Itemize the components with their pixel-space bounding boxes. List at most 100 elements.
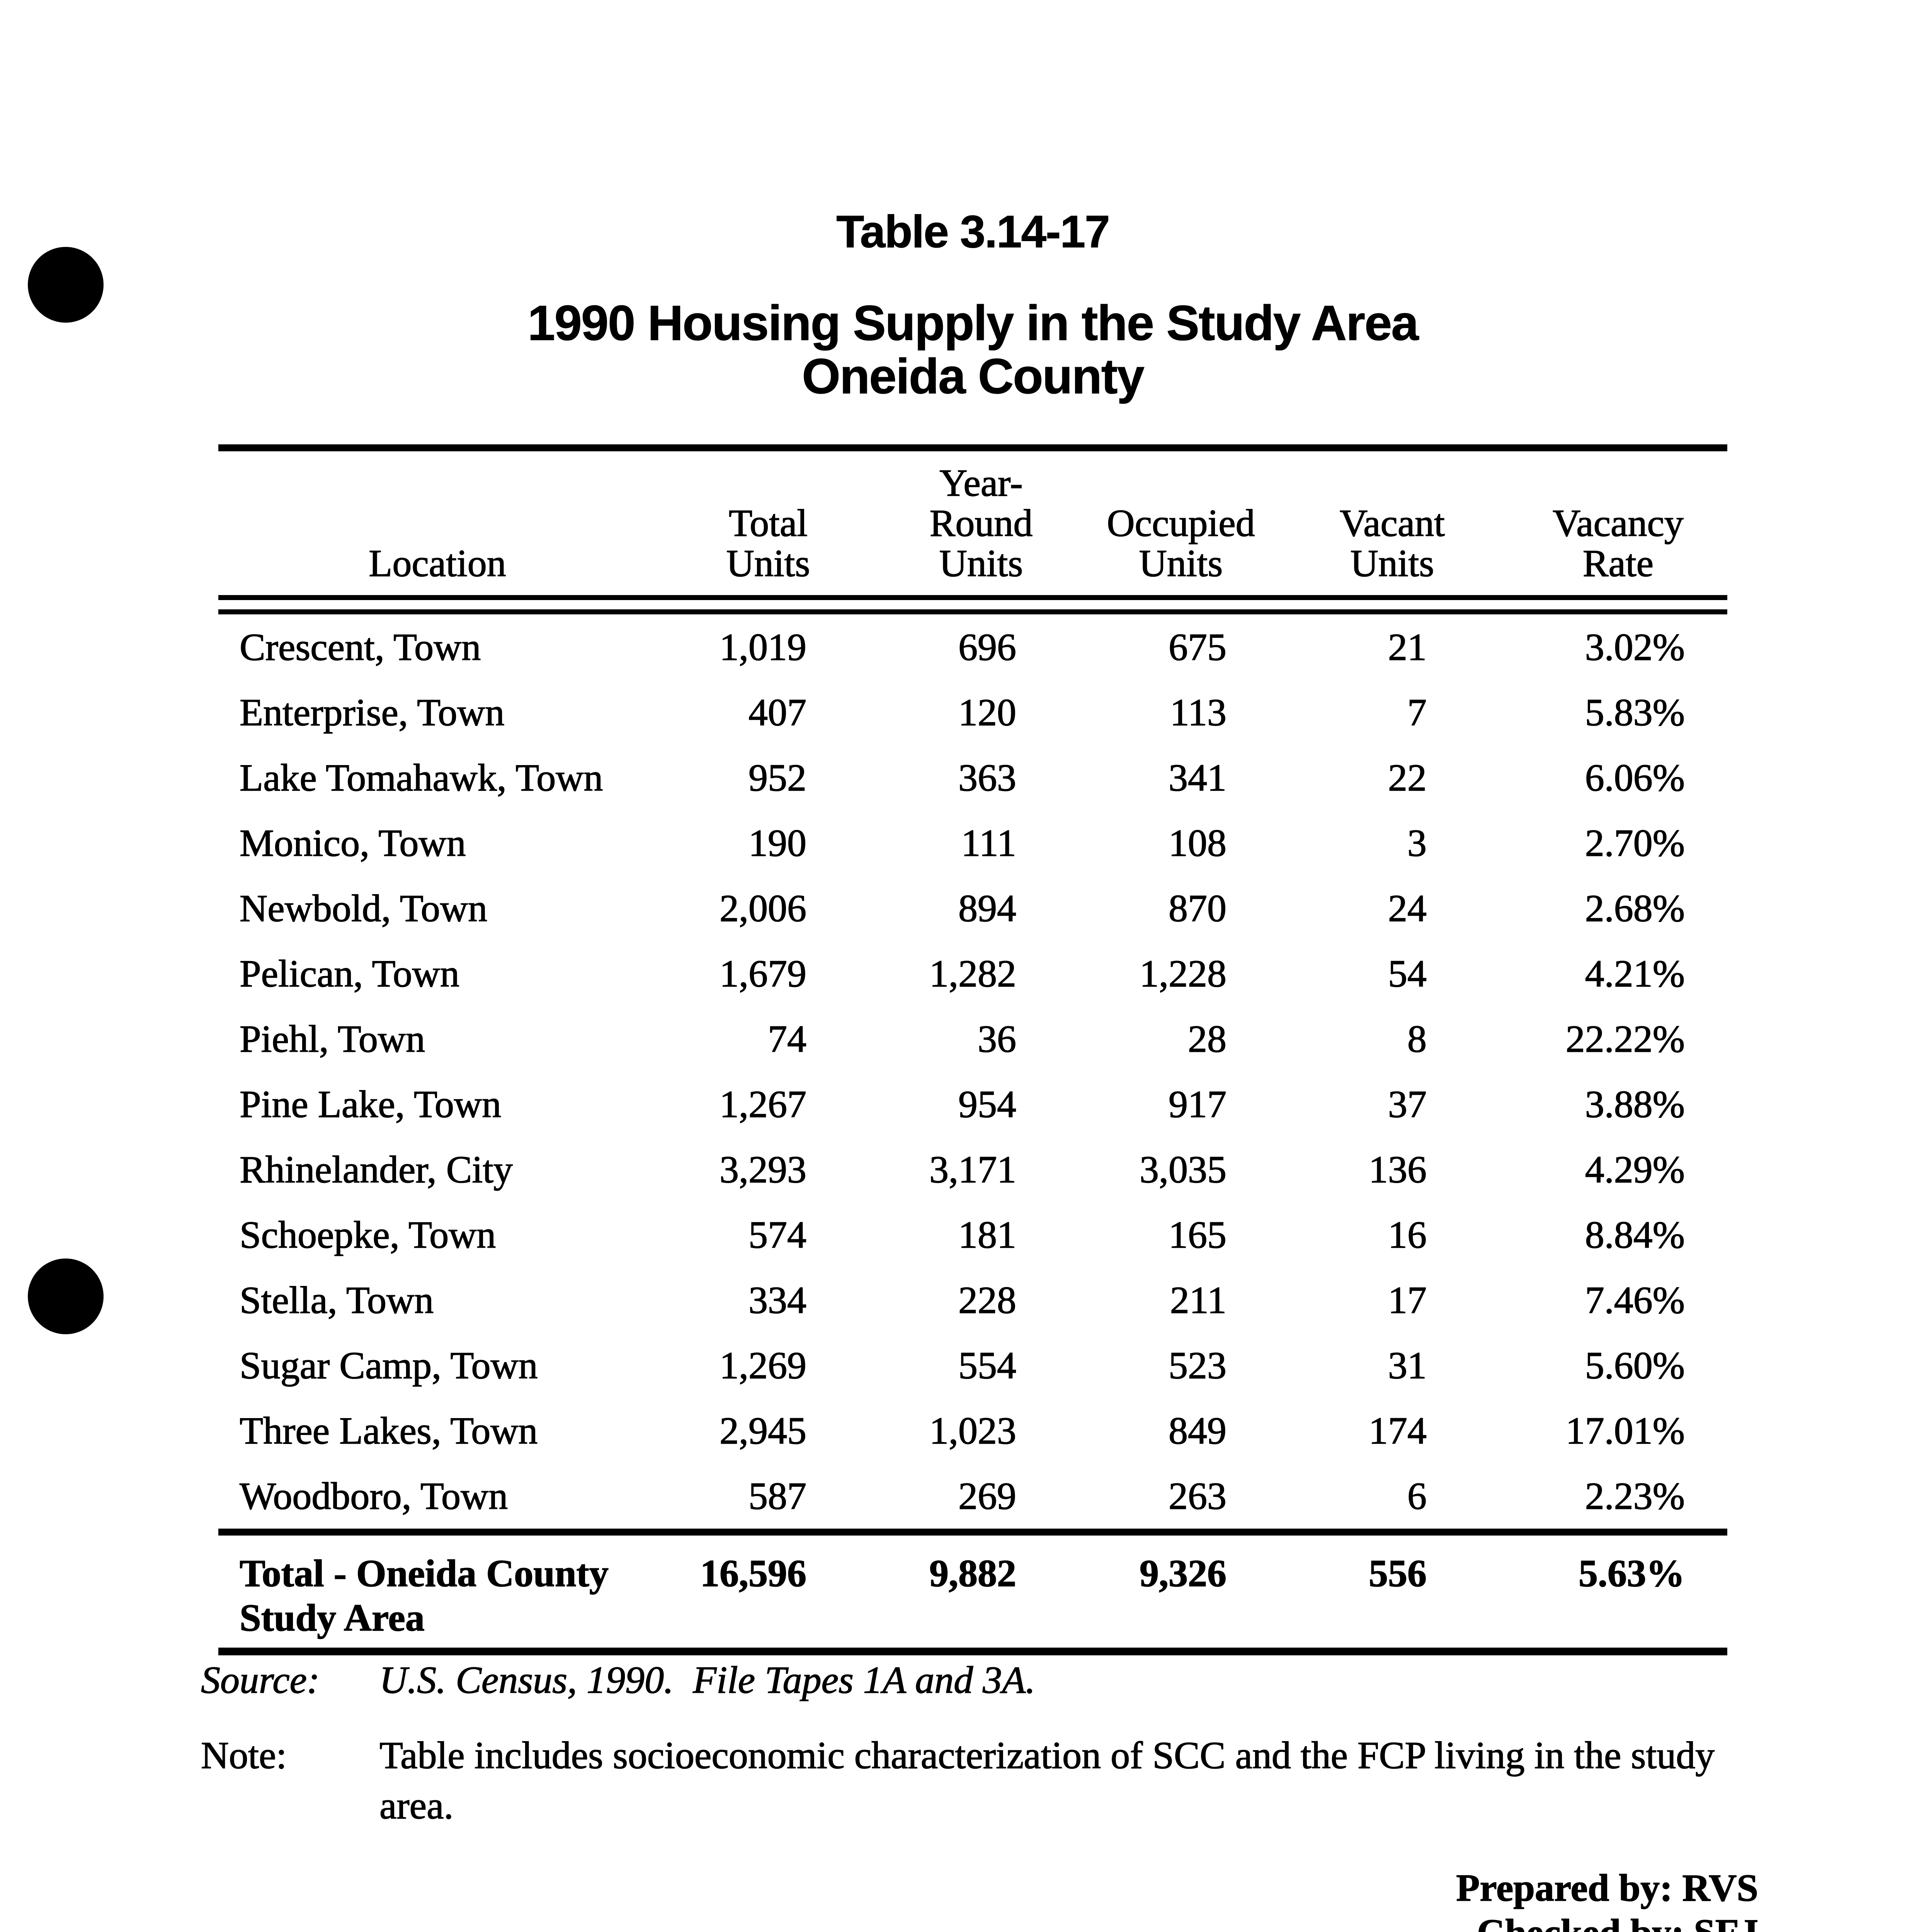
- vacancy-rate-cell: 4.29%: [1585, 1148, 1685, 1191]
- table-row: Woodboro, Town 587 269 263 6 2.23%: [218, 1463, 1727, 1529]
- year-round-units-cell: 1,282: [929, 952, 1017, 995]
- vacant-units-cell: 8: [1407, 1017, 1427, 1061]
- location-cell: Piehl, Town: [239, 1017, 425, 1061]
- table-row: Enterprise, Town 407 120 113 7 5.83%: [218, 680, 1727, 745]
- location-cell: Sugar Camp, Town: [239, 1344, 538, 1387]
- year-round-units-cell: 36: [977, 1017, 1017, 1061]
- vacancy-rate-cell: 5.60%: [1585, 1344, 1685, 1387]
- vacancy-rate-cell: 7.46%: [1585, 1278, 1685, 1322]
- vacant-units-cell: 31: [1388, 1344, 1427, 1387]
- occupied-units-column-header: Occupied Units: [1107, 502, 1255, 585]
- header-double-rule-gap: [218, 600, 1727, 609]
- year-round-units-cell: 554: [958, 1344, 1017, 1387]
- note-text: Table includes socioeconomic characteriz…: [379, 1733, 1715, 1827]
- table-title: 1990 Housing Supply in the Study Area On…: [218, 296, 1727, 404]
- total-units-cell: 587: [748, 1474, 807, 1518]
- location-cell: Pelican, Town: [239, 952, 459, 995]
- occupied-units-cell: 917: [1168, 1082, 1227, 1126]
- vacancy-rate-cell: 8.84%: [1585, 1213, 1685, 1257]
- vacancy-rate-total-cell: 5.63%: [1578, 1551, 1685, 1595]
- vacant-units-cell: 136: [1368, 1148, 1427, 1191]
- total-units-column-header: Total Units: [726, 502, 810, 585]
- year-round-units-cell: 894: [958, 886, 1017, 930]
- vacant-units-cell: 174: [1368, 1409, 1427, 1452]
- table-total-row: Total - Oneida County Study Area 16,596 …: [218, 1536, 1727, 1648]
- occupied-units-cell: 108: [1168, 821, 1227, 865]
- vacancy-rate-column-header: Vacancy Rate: [1552, 502, 1684, 585]
- occupied-units-cell: 28: [1187, 1017, 1227, 1061]
- vacant-units-column-header: Vacant Units: [1339, 502, 1445, 585]
- vacant-units-cell: 21: [1388, 625, 1427, 669]
- occupied-units-cell: 263: [1168, 1474, 1227, 1518]
- table-number-label: Table 3.14-17: [836, 206, 1111, 257]
- vacant-units-cell: 24: [1388, 886, 1427, 930]
- vacant-units-cell: 3: [1407, 821, 1427, 865]
- year-round-units-cell: 954: [958, 1082, 1017, 1126]
- location-cell: Monico, Town: [239, 821, 466, 865]
- year-round-units-cell: 228: [958, 1278, 1017, 1322]
- year-round-units-cell: 1,023: [929, 1409, 1017, 1452]
- source-line: Source: U.S. Census, 1990. File Tapes 1A…: [201, 1658, 1763, 1702]
- vacancy-rate-cell: 2.68%: [1585, 886, 1685, 930]
- vacancy-rate-cell: 5.83%: [1585, 690, 1685, 734]
- vacant-units-cell: 37: [1388, 1082, 1427, 1126]
- location-cell: Lake Tomahawk, Town: [239, 756, 603, 799]
- total-units-cell: 190: [748, 821, 807, 865]
- total-units-cell: 2,006: [719, 886, 807, 930]
- occupied-units-cell: 523: [1168, 1344, 1227, 1387]
- occupied-units-cell: 870: [1168, 886, 1227, 930]
- total-units-cell: 574: [748, 1213, 807, 1257]
- vacant-units-cell: 17: [1388, 1278, 1427, 1322]
- location-cell: Newbold, Town: [239, 886, 488, 930]
- source-label: Source:: [201, 1658, 320, 1702]
- table-bottom-rule: [218, 1648, 1727, 1655]
- location-cell: Crescent, Town: [239, 625, 481, 669]
- year-round-units-cell: 181: [958, 1213, 1017, 1257]
- year-round-units-cell: 3,171: [929, 1148, 1017, 1191]
- checked-by-line: Checked by: SFJ: [1456, 1910, 1758, 1932]
- total-units-cell: 1,019: [719, 625, 807, 669]
- total-units-cell: 1,679: [719, 952, 807, 995]
- vacancy-rate-cell: 2.70%: [1585, 821, 1685, 865]
- title-line-1: 1990 Housing Supply in the Study Area: [527, 296, 1419, 351]
- source-text: U.S. Census, 1990. File Tapes 1A and 3A.: [379, 1658, 1036, 1702]
- location-cell: Woodboro, Town: [239, 1474, 508, 1518]
- table-row: Monico, Town 190 111 108 3 2.70%: [218, 810, 1727, 876]
- table-top-rule: [218, 444, 1727, 451]
- title-line-2: Oneida County: [802, 349, 1145, 404]
- total-units-cell: 1,267: [719, 1082, 807, 1126]
- year-round-units-cell: 269: [958, 1474, 1017, 1518]
- location-cell: Rhinelander, City: [239, 1148, 513, 1191]
- total-units-cell: 407: [748, 690, 807, 734]
- table-row: Crescent, Town 1,019 696 675 21 3.02%: [218, 614, 1727, 680]
- occupied-units-cell: 341: [1168, 756, 1227, 799]
- occupied-units-cell: 165: [1168, 1213, 1227, 1257]
- note-label: Note:: [201, 1733, 287, 1777]
- location-cell: Three Lakes, Town: [239, 1409, 538, 1452]
- total-units-total-cell: 16,596: [700, 1551, 807, 1595]
- table-row: Schoepke, Town 574 181 165 16 8.84%: [218, 1202, 1727, 1267]
- location-cell: Stella, Town: [239, 1278, 434, 1322]
- vacancy-rate-cell: 3.02%: [1585, 625, 1685, 669]
- note-line: Note: Table includes socioeconomic chara…: [201, 1730, 1763, 1831]
- total-row-top-rule: [218, 1529, 1727, 1536]
- total-label-cell: Total - Oneida County Study Area: [239, 1551, 609, 1639]
- prepared-by-line: Prepared by: RVS: [1456, 1866, 1758, 1910]
- total-units-cell: 2,945: [719, 1409, 807, 1452]
- total-units-cell: 952: [748, 756, 807, 799]
- table-row: Lake Tomahawk, Town 952 363 341 22 6.06%: [218, 745, 1727, 810]
- table-row: Pine Lake, Town 1,267 954 917 37 3.88%: [218, 1071, 1727, 1137]
- table-row: Sugar Camp, Town 1,269 554 523 31 5.60%: [218, 1333, 1727, 1398]
- vacancy-rate-cell: 2.23%: [1585, 1474, 1685, 1518]
- vacant-units-cell: 16: [1388, 1213, 1427, 1257]
- table-row: Stella, Town 334 228 211 17 7.46%: [218, 1267, 1727, 1333]
- vacancy-rate-cell: 22.22%: [1565, 1017, 1685, 1061]
- table-row: Piehl, Town 74 36 28 8 22.22%: [218, 1006, 1727, 1071]
- year-round-units-cell: 696: [958, 625, 1017, 669]
- year-round-units-cell: 120: [958, 690, 1017, 734]
- vacancy-rate-cell: 17.01%: [1565, 1409, 1685, 1452]
- table-row: Newbold, Town 2,006 894 870 24 2.68%: [218, 876, 1727, 941]
- header-double-rule-bottom: [218, 609, 1727, 614]
- table-row: Pelican, Town 1,679 1,282 1,228 54 4.21%: [218, 941, 1727, 1006]
